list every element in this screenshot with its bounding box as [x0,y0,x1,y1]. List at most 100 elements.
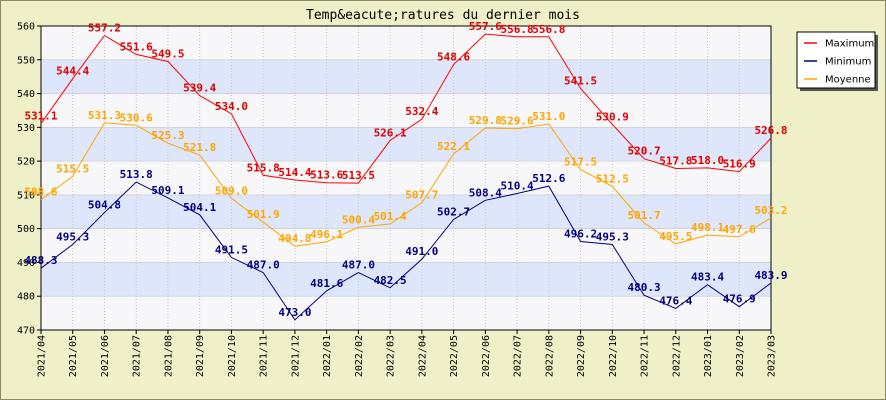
y-tick-label: 520 [17,157,35,168]
data-label: 508.6 [24,186,57,199]
grid-band [41,194,771,229]
data-label: 512.5 [596,172,629,185]
legend-label: Maximum [825,39,874,50]
data-label: 496.2 [564,228,597,241]
data-label: 529.8 [469,114,502,127]
x-tick-label: 2022/03 [386,335,397,377]
data-label: 498.1 [691,221,724,234]
data-label: 483.9 [754,269,787,282]
data-label: 517.8 [659,155,692,168]
data-label: 557.2 [88,21,121,34]
data-label: 501.7 [627,209,660,222]
x-tick-label: 2022/08 [544,335,555,377]
data-label: 514.4 [278,166,311,179]
x-tick-label: 2021/05 [68,335,79,377]
legend: Maximum Minimum Moyenne [796,31,878,91]
data-label: 544.4 [56,65,89,78]
y-tick-label: 550 [17,55,35,66]
data-label: 481.6 [310,277,343,290]
data-label: 495.5 [659,230,692,243]
data-label: 526.1 [374,127,407,140]
data-label: 534.0 [215,100,248,113]
plot-area [41,26,771,330]
x-tick-label: 2023/01 [703,335,714,377]
x-tick-label: 2021/11 [259,335,270,377]
data-label: 473.0 [278,306,311,319]
data-label: 531.0 [532,110,565,123]
data-label: 497.6 [723,223,756,236]
data-label: 495.3 [56,231,89,244]
x-tick-label: 2022/07 [513,335,524,377]
y-tick-label: 560 [17,22,35,33]
data-label: 501.9 [247,208,280,221]
data-label: 513.8 [120,168,153,181]
data-label: 513.5 [342,169,375,182]
data-label: 476.4 [659,294,692,307]
data-label: 480.3 [627,281,660,294]
x-tick-label: 2022/09 [576,335,587,377]
x-tick-label: 2021/07 [132,335,143,377]
data-label: 482.5 [374,274,407,287]
x-tick-label: 2021/10 [227,335,238,377]
x-tick-label: 2021/12 [290,335,301,377]
series-line-moyenne [40,122,772,247]
data-label: 518.0 [691,154,724,167]
x-tick-label: 2021/04 [37,335,48,377]
data-label: 509.0 [215,184,248,197]
data-label: 551.6 [120,40,153,53]
data-label: 508.4 [469,186,502,199]
series-line-minimum [40,181,772,321]
x-tick-label: 2021/08 [163,335,174,377]
data-label: 517.5 [564,156,597,169]
grid-band [41,59,771,94]
data-label: 529.6 [501,115,534,128]
legend-label: Moyenne [825,75,871,86]
data-label: 515.8 [247,161,280,174]
data-label: 522.1 [437,140,470,153]
series-lines [40,33,772,321]
y-tick-label: 510 [17,190,35,201]
y-axis-ticks: 470 480 490 500 510 520 530 540 550 560 [17,22,41,337]
data-label: 513.6 [310,169,343,182]
data-label: 556.8 [532,23,565,36]
plot-border [40,25,772,331]
data-label: 531.1 [24,110,57,123]
data-label: 549.5 [151,47,184,60]
x-tick-label: 2023/02 [735,335,746,377]
x-tick-label: 2022/04 [417,335,428,377]
data-label: 532.4 [405,105,438,118]
data-label: 531.3 [88,109,121,122]
data-label: 530.9 [596,110,629,123]
y-tick-label: 500 [17,224,35,235]
x-tick-label: 2022/11 [640,335,651,377]
data-label: 525.3 [151,129,184,142]
data-label: 487.0 [342,259,375,272]
data-label: 503.2 [754,204,787,217]
data-label: 491.0 [405,245,438,258]
data-label: 548.6 [437,51,470,64]
x-tick-label: 2022/01 [322,335,333,377]
data-label: 496.1 [310,228,343,241]
data-label: 556.8 [501,23,534,36]
chart-title: Temp&eacute;ratures du dernier mois [306,8,580,23]
data-label: 515.5 [56,162,89,175]
data-label: 521.8 [183,141,216,154]
data-label: 557.6 [469,20,502,33]
axes [40,25,772,331]
data-label: 502.7 [437,206,470,219]
data-label: 507.7 [405,189,438,202]
data-label: 476.9 [723,293,756,306]
x-tick-label: 2022/10 [608,335,619,377]
data-label: 500.4 [342,213,375,226]
y-tick-label: 530 [17,123,35,134]
data-label: 501.4 [374,210,407,223]
x-tick-label: 2022/06 [481,335,492,377]
data-label: 494.8 [278,232,311,245]
data-label: 495.3 [596,231,629,244]
data-label: 539.4 [183,82,216,95]
data-label: 541.5 [564,74,597,87]
series-line-maximum [40,33,772,184]
data-label: 509.1 [151,184,184,197]
data-label: 516.9 [723,158,756,171]
